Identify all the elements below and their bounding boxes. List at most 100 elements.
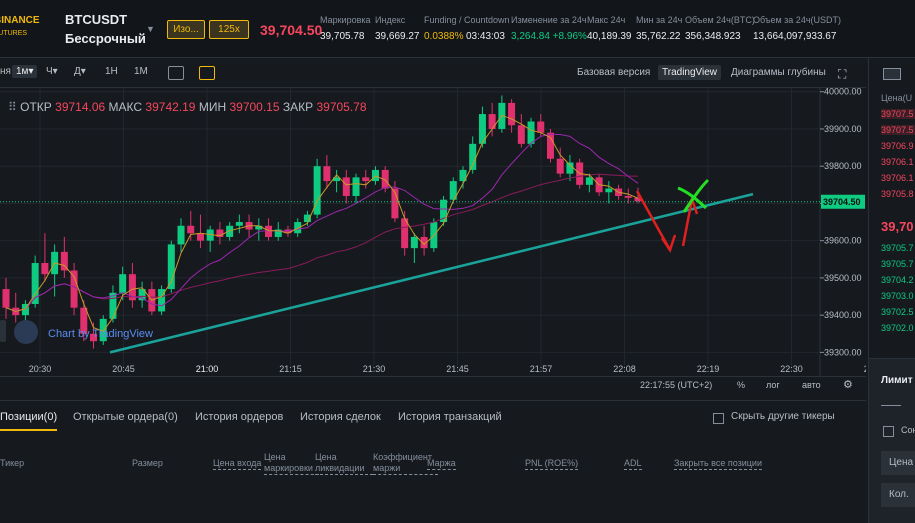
hide-other-checkbox[interactable] (713, 413, 724, 424)
candle-body (585, 177, 593, 185)
price-scale-panel (820, 88, 866, 376)
stat-label-index: Индекс (375, 15, 406, 25)
order-form: Лимит Сон Цена Кол. (869, 358, 915, 523)
auto-scale-button[interactable]: авто (802, 380, 821, 390)
price-chart[interactable]: 40000.0039900.0039800.0039700.0039600.00… (0, 88, 866, 376)
symbol-name[interactable]: BTCUSDT (65, 12, 128, 27)
tradingview-watermark[interactable]: Chart by TradingView (48, 328, 153, 340)
ask-price[interactable]: 39706.1 (881, 157, 914, 167)
candle-body (605, 188, 613, 193)
tab-open-orders[interactable]: Открытые ордера(0) (73, 411, 178, 423)
bid-price[interactable]: 39702.0 (881, 323, 914, 333)
leverage-button[interactable]: 125x (209, 20, 249, 39)
col-pnl[interactable]: PNL (ROE%) (525, 458, 579, 470)
limit-tab[interactable]: Лимит (881, 375, 913, 386)
candle-body (109, 292, 117, 319)
interval-hour[interactable]: Ч▾ (46, 66, 58, 77)
col-size: Размер (132, 458, 163, 468)
ask-price[interactable]: 39707.5 (881, 125, 915, 135)
interval-1month[interactable]: 1М (134, 66, 148, 77)
view-basic[interactable]: Базовая версия (577, 67, 651, 78)
tradingview-logo-icon[interactable] (14, 320, 38, 344)
col-mark-price[interactable]: Цена маркировки (264, 452, 319, 475)
col-liq-price[interactable]: Цена ликвидации (315, 452, 373, 475)
view-depth[interactable]: Диаграммы глубины (731, 67, 826, 78)
divider (881, 405, 901, 406)
gear-icon[interactable]: ⚙ (843, 379, 853, 391)
chart-timestamp: 22:17:55 (UTC+2) (640, 380, 713, 390)
candle-body (206, 229, 214, 241)
interval-1w[interactable]: 1Н (105, 66, 118, 77)
x-tick-label: 22:30 (780, 364, 803, 374)
indicators-icon[interactable] (199, 66, 215, 80)
y-tick-label: 39400.00 (824, 310, 862, 320)
candle-body (216, 229, 224, 237)
candle-body (508, 102, 516, 126)
stat-value-high: 40,189.39 (587, 31, 632, 42)
margin-mode-button[interactable]: Изо... (167, 20, 205, 39)
price-input[interactable]: Цена (881, 451, 915, 475)
candle-body (469, 143, 477, 170)
x-tick-label: 20:30 (29, 364, 52, 374)
candle-body (537, 121, 545, 133)
candle-body (21, 303, 29, 316)
bid-price[interactable]: 39702.5 (881, 307, 914, 317)
time-axis-svg (0, 377, 820, 395)
candle-body (60, 251, 68, 271)
percent-scale-button[interactable]: % (737, 380, 746, 390)
bid-price[interactable]: 39703.0 (881, 291, 914, 301)
candle-body (265, 225, 273, 237)
orderbook-layout-icon[interactable] (883, 68, 901, 80)
stat-label-vol-btc: Объем 24ч(BTC) (685, 15, 755, 25)
stat-label-vol-usdt: Объем за 24ч(USDT) (753, 15, 842, 25)
contract-type[interactable]: Бессрочный (65, 31, 146, 46)
col-margin[interactable]: Маржа (427, 458, 456, 470)
y-tick-label: 39600.00 (824, 236, 862, 246)
tab-trade-history[interactable]: История сделок (300, 411, 381, 423)
red-arrow-down-head (660, 234, 677, 253)
ask-price[interactable]: 39706.1 (881, 173, 914, 183)
tab-order-history[interactable]: История ордеров (195, 411, 284, 423)
stat-value-change: 3,264.84 +8.96% (511, 31, 587, 42)
binance-futures-logo[interactable]: BINANCE FUTURES (0, 15, 40, 37)
close-all-positions-link[interactable]: Закрыть все позиции (674, 458, 762, 470)
bid-price[interactable]: 39705.7 (881, 259, 914, 269)
hide-other-label[interactable]: Скрыть другие тикеры (731, 411, 835, 422)
y-tick-label: 39900.00 (824, 124, 862, 134)
ask-price[interactable]: 39707.5 (881, 109, 915, 119)
left-panel-toggle (0, 320, 6, 342)
col-margin-ratio[interactable]: Коэффициент маржи (373, 452, 438, 475)
view-tradingview[interactable]: TradingView (658, 65, 722, 80)
candle-body (274, 229, 282, 237)
chevron-down-icon[interactable]: ▼ (146, 24, 155, 34)
post-only-checkbox[interactable] (883, 426, 894, 437)
col-entry-price[interactable]: Цена входа (213, 458, 262, 470)
settings-sliders-icon[interactable] (168, 66, 184, 80)
orderbook-panel: Цена(U 39707.5 39707.5 39706.9 39706.1 3… (868, 58, 915, 523)
bid-price[interactable]: 39705.7 (881, 243, 914, 253)
interval-day[interactable]: Д▾ (74, 66, 86, 77)
fullscreen-icon[interactable]: ⛶ (838, 67, 847, 81)
stat-label-low: Мин за 24ч (636, 15, 683, 25)
green-x-mark-b (682, 178, 710, 213)
tab-positions[interactable]: Позиции(0) (0, 411, 58, 431)
chart-svg[interactable]: 40000.0039900.0039800.0039700.0039600.00… (0, 88, 866, 376)
tab-transaction-history[interactable]: История транзакций (398, 411, 502, 423)
ask-price[interactable]: 39705.8 (881, 189, 914, 199)
y-tick-label: 39800.00 (824, 161, 862, 171)
candle-body (449, 181, 457, 200)
interval-1m[interactable]: 1м▾ (12, 65, 38, 78)
interval-partial[interactable]: ня (0, 66, 11, 77)
col-adl[interactable]: ADL (624, 458, 642, 470)
bid-price[interactable]: 39704.2 (881, 275, 914, 285)
ask-price[interactable]: 39706.9 (881, 141, 914, 151)
candle-body (478, 114, 486, 144)
x-tick-label: 22:19 (697, 364, 720, 374)
candle-body (303, 214, 311, 223)
log-scale-button[interactable]: лог (766, 380, 780, 390)
candle-body (566, 162, 574, 174)
candle-body (187, 225, 195, 234)
orderbook-header: Цена(U (881, 93, 913, 103)
x-tick-label: 21:15 (279, 364, 302, 374)
quantity-input[interactable]: Кол. (881, 483, 915, 507)
